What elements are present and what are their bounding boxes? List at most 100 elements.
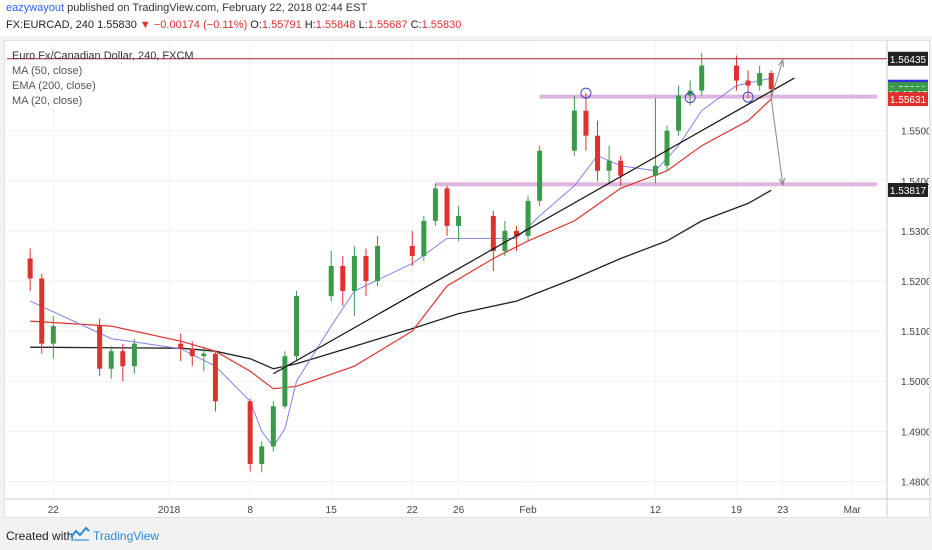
candle-body: [108, 351, 114, 369]
candle-body: [282, 356, 288, 407]
open-value: 1.55791: [261, 19, 302, 31]
trendline: [273, 77, 795, 375]
low-value: 1.55687: [367, 19, 408, 31]
y-tick-label: 1.51000: [901, 327, 929, 338]
y-tick-label: 1.53000: [901, 227, 929, 238]
footer: Created with TradingView: [0, 520, 932, 550]
chart-header: eazywayout published on TradingView.com,…: [0, 0, 932, 36]
low-label: L:: [358, 19, 368, 31]
candle-body: [502, 230, 508, 251]
candle-body: [328, 265, 334, 297]
candle-body: [27, 258, 33, 279]
candle-body: [270, 406, 276, 447]
publish-line: eazywayout published on TradingView.com,…: [6, 2, 367, 14]
legend-ema200[interactable]: EMA (200, close): [12, 80, 96, 92]
x-tick-label: 12: [650, 505, 662, 516]
y-tick-label: 1.49000: [901, 427, 929, 438]
support-zone: [435, 182, 877, 187]
x-tick-label: Mar: [844, 505, 862, 516]
ma20-line: [29, 77, 772, 448]
candle-body: [525, 200, 531, 236]
x-tick-label: 26: [453, 505, 465, 516]
touch-circle: [580, 87, 592, 99]
touch-circle: [742, 91, 754, 103]
legend-title: Euro Fx/Canadian Dollar, 240, FXCM: [12, 50, 194, 62]
candle-body: [664, 130, 670, 166]
candle-body: [444, 188, 450, 226]
x-tick-label: 8: [247, 505, 253, 516]
candle-body: [120, 351, 126, 367]
candle-body: [39, 278, 45, 344]
arrow-head: [778, 177, 786, 187]
candle-body: [421, 220, 427, 256]
candle-body: [583, 110, 589, 136]
high-label: H:: [304, 19, 316, 31]
price-label-badge: [888, 182, 928, 197]
y-tick-label: 1.50000: [901, 377, 929, 388]
price-label-text: 1.55631: [890, 95, 927, 106]
ohlc-line: FX:EURCAD, 240 1.55830 ▼ −0.00174 (−0.11…: [6, 19, 461, 31]
candle-body: [676, 95, 682, 131]
ma50-line: [30, 98, 772, 390]
candle-body: [537, 150, 543, 201]
close-value: 1.55830: [421, 19, 462, 31]
price-change: ▼ −0.00174 (−0.11%): [139, 19, 248, 31]
candle-body: [409, 245, 415, 256]
candle-body: [259, 446, 265, 464]
candle-body: [131, 343, 137, 367]
tradingview-logo-icon: [70, 526, 90, 541]
candle-body: [595, 135, 601, 171]
candle-body: [456, 215, 462, 226]
candle-body: [340, 265, 346, 292]
arrow-head: [777, 58, 785, 68]
candle-body: [363, 255, 369, 282]
candle-body: [201, 353, 207, 357]
indicator-legend: Euro Fx/Canadian Dollar, 240, FXCM MA (5…: [12, 50, 194, 110]
candle-body: [178, 343, 184, 349]
x-tick-label: 15: [326, 505, 338, 516]
created-with-text: Created with: [6, 529, 74, 543]
x-tick-label: 22: [48, 505, 60, 516]
tradingview-brand[interactable]: TradingView: [93, 529, 160, 543]
candle-body: [618, 160, 624, 176]
candle-body: [247, 401, 253, 464]
y-tick-label: 1.48000: [901, 477, 929, 488]
x-tick-label: 2018: [158, 505, 181, 516]
price-label-text: 1.53817: [890, 186, 927, 197]
y-tick-label: 1.55000: [901, 127, 929, 138]
price-chart[interactable]: 1.48000 1.49000 1.50000 1.51000 1.52000 1.530…: [5, 41, 929, 517]
candle-body: [375, 245, 381, 282]
candle-body: [757, 73, 763, 86]
candle-body: [699, 65, 705, 91]
candle-body: [351, 255, 357, 292]
legend-ma20[interactable]: MA (20, close): [12, 95, 83, 107]
candle-body: [50, 326, 56, 344]
close-label: C:: [410, 19, 422, 31]
legend-ma50[interactable]: MA (50, close): [12, 65, 83, 77]
candle-body: [212, 353, 218, 402]
x-tick-label: 19: [731, 505, 743, 516]
last-price: 1.55830: [97, 19, 137, 31]
publish-text: published on TradingView.com, February 2…: [64, 2, 368, 14]
chart-area[interactable]: 1.48000 1.49000 1.50000 1.51000 1.52000 1.530…: [4, 40, 930, 518]
price-label-text: 1.56435: [890, 55, 927, 66]
author-link[interactable]: eazywayout: [6, 2, 65, 14]
x-tick-label: 22: [407, 505, 419, 516]
symbol: FX:EURCAD, 240: [6, 19, 95, 31]
price-label-badge: [888, 92, 928, 107]
projection-arrow: [770, 59, 784, 99]
high-value: 1.55848: [315, 19, 356, 31]
projection-arrow: [770, 98, 784, 185]
y-tick-label: 1.54000: [901, 177, 929, 188]
candle-body: [571, 110, 577, 151]
touch-circle: [684, 92, 696, 104]
candle-body: [606, 160, 612, 171]
x-tick-label: Feb: [519, 505, 537, 516]
candle-body: [768, 73, 774, 90]
price-label-badge: [888, 51, 928, 66]
candle-body: [189, 348, 195, 357]
support-zone: [539, 94, 877, 99]
x-tick-label: 23: [777, 505, 789, 516]
candle-body: [513, 230, 519, 236]
candle-body: [652, 165, 658, 176]
